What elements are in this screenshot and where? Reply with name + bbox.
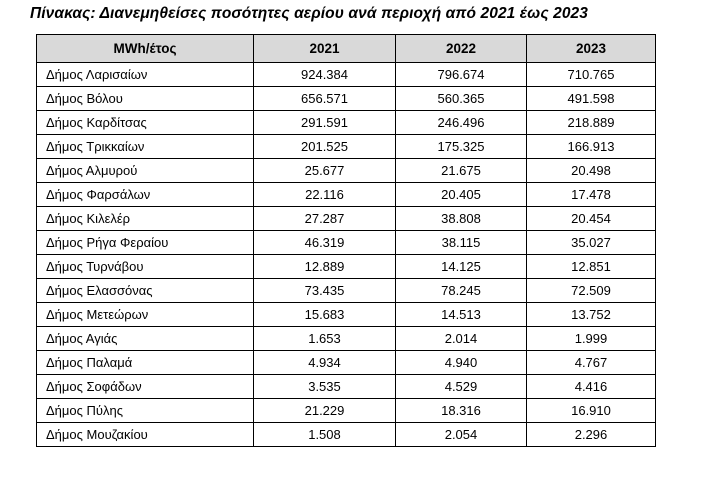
value-cell: 21.229	[253, 398, 396, 423]
table-row: Δήμος Παλαμά 4.934 4.940 4.767	[36, 350, 656, 375]
table-row: Δήμος Αλμυρού 25.677 21.675 20.498	[36, 158, 656, 183]
value-cell: 2.054	[395, 422, 527, 447]
table-row: Δήμος Βόλου 656.571 560.365 491.598	[36, 86, 656, 111]
table-row: Δήμος Αγιάς 1.653 2.014 1.999	[36, 326, 656, 351]
value-cell: 796.674	[395, 62, 527, 87]
value-cell: 201.525	[253, 134, 396, 159]
value-cell: 18.316	[395, 398, 527, 423]
region-cell: Δήμος Αγιάς	[36, 326, 254, 351]
value-cell: 38.115	[395, 230, 527, 255]
value-cell: 246.496	[395, 110, 527, 135]
value-cell: 2.014	[395, 326, 527, 351]
value-cell: 22.116	[253, 182, 396, 207]
region-cell: Δήμος Τρικκαίων	[36, 134, 254, 159]
value-cell: 924.384	[253, 62, 396, 87]
table-row: Δήμος Ρήγα Φεραίου 46.319 38.115 35.027	[36, 230, 656, 255]
table-row: Δήμος Μετεώρων 15.683 14.513 13.752	[36, 302, 656, 327]
table-row: Δήμος Καρδίτσας 291.591 246.496 218.889	[36, 110, 656, 135]
value-cell: 218.889	[526, 110, 656, 135]
value-cell: 1.999	[526, 326, 656, 351]
region-cell: Δήμος Πύλης	[36, 398, 254, 423]
value-cell: 25.677	[253, 158, 396, 183]
column-header-2023: 2023	[526, 34, 656, 63]
value-cell: 27.287	[253, 206, 396, 231]
value-cell: 73.435	[253, 278, 396, 303]
column-header-2021: 2021	[253, 34, 396, 63]
table-row: Δήμος Τυρνάβου 12.889 14.125 12.851	[36, 254, 656, 279]
value-cell: 17.478	[526, 182, 656, 207]
region-cell: Δήμος Μετεώρων	[36, 302, 254, 327]
value-cell: 1.653	[253, 326, 396, 351]
value-cell: 491.598	[526, 86, 656, 111]
value-cell: 15.683	[253, 302, 396, 327]
table-row: Δήμος Φαρσάλων 22.116 20.405 17.478	[36, 182, 656, 207]
table-row: Δήμος Τρικκαίων 201.525 175.325 166.913	[36, 134, 656, 159]
value-cell: 12.889	[253, 254, 396, 279]
value-cell: 20.405	[395, 182, 527, 207]
value-cell: 14.513	[395, 302, 527, 327]
region-cell: Δήμος Μουζακίου	[36, 422, 254, 447]
table-row: Δήμος Μουζακίου 1.508 2.054 2.296	[36, 422, 656, 447]
value-cell: 16.910	[526, 398, 656, 423]
region-cell: Δήμος Βόλου	[36, 86, 254, 111]
value-cell: 20.498	[526, 158, 656, 183]
value-cell: 4.767	[526, 350, 656, 375]
value-cell: 1.508	[253, 422, 396, 447]
gas-quantities-table: MWh/έτος 2021 2022 2023 Δήμος Λαρισαίων 9…	[36, 34, 656, 447]
table-header-row: MWh/έτος 2021 2022 2023	[36, 34, 656, 63]
table-body: Δήμος Λαρισαίων 924.384 796.674 710.765 Δήμο…	[36, 62, 656, 447]
value-cell: 4.416	[526, 374, 656, 399]
region-cell: Δήμος Ελασσόνας	[36, 278, 254, 303]
value-cell: 4.940	[395, 350, 527, 375]
value-cell: 560.365	[395, 86, 527, 111]
value-cell: 175.325	[395, 134, 527, 159]
value-cell: 21.675	[395, 158, 527, 183]
table-row: Δήμος Κιλελέρ 27.287 38.808 20.454	[36, 206, 656, 231]
table-row: Δήμος Πύλης 21.229 18.316 16.910	[36, 398, 656, 423]
region-cell: Δήμος Καρδίτσας	[36, 110, 254, 135]
value-cell: 20.454	[526, 206, 656, 231]
value-cell: 12.851	[526, 254, 656, 279]
value-cell: 78.245	[395, 278, 527, 303]
region-cell: Δήμος Αλμυρού	[36, 158, 254, 183]
region-cell: Δήμος Ρήγα Φεραίου	[36, 230, 254, 255]
region-cell: Δήμος Παλαμά	[36, 350, 254, 375]
value-cell: 46.319	[253, 230, 396, 255]
column-header-unit: MWh/έτος	[36, 34, 254, 63]
value-cell: 38.808	[395, 206, 527, 231]
value-cell: 710.765	[526, 62, 656, 87]
table-row: Δήμος Σοφάδων 3.535 4.529 4.416	[36, 374, 656, 399]
value-cell: 14.125	[395, 254, 527, 279]
value-cell: 72.509	[526, 278, 656, 303]
region-cell: Δήμος Σοφάδων	[36, 374, 254, 399]
column-header-2022: 2022	[395, 34, 527, 63]
table-title: Πίνακας: Διανεμηθείσες ποσότητες αερίου …	[30, 5, 588, 22]
value-cell: 35.027	[526, 230, 656, 255]
value-cell: 4.934	[253, 350, 396, 375]
value-cell: 291.591	[253, 110, 396, 135]
value-cell: 166.913	[526, 134, 656, 159]
region-cell: Δήμος Λαρισαίων	[36, 62, 254, 87]
region-cell: Δήμος Κιλελέρ	[36, 206, 254, 231]
value-cell: 13.752	[526, 302, 656, 327]
table-row: Δήμος Λαρισαίων 924.384 796.674 710.765	[36, 62, 656, 87]
value-cell: 4.529	[395, 374, 527, 399]
table-row: Δήμος Ελασσόνας 73.435 78.245 72.509	[36, 278, 656, 303]
value-cell: 3.535	[253, 374, 396, 399]
region-cell: Δήμος Φαρσάλων	[36, 182, 254, 207]
value-cell: 2.296	[526, 422, 656, 447]
region-cell: Δήμος Τυρνάβου	[36, 254, 254, 279]
value-cell: 656.571	[253, 86, 396, 111]
